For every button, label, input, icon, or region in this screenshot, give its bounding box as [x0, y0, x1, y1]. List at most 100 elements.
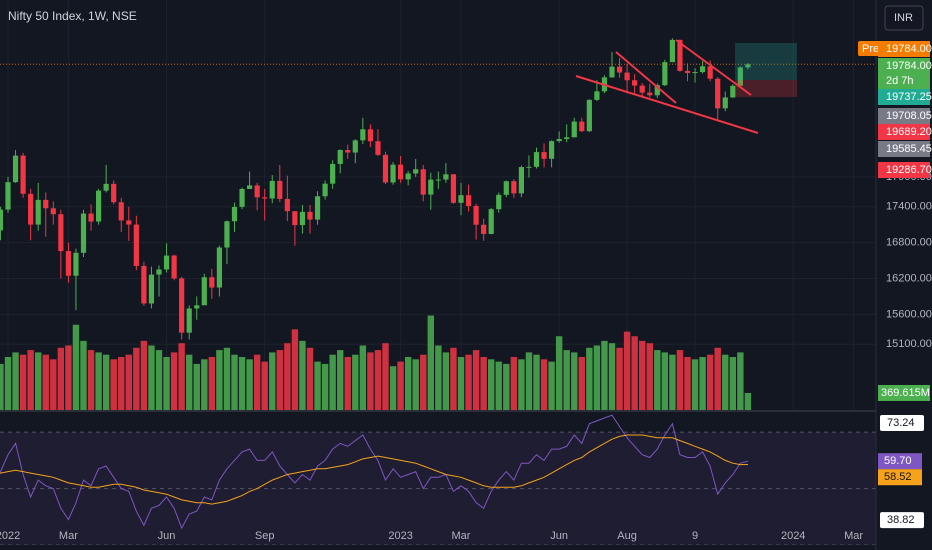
volume-bar: [276, 350, 283, 410]
candle-body: [707, 66, 713, 79]
price-tag-box: [878, 141, 930, 157]
volume-bar: [601, 340, 608, 410]
volume-bar: [714, 347, 721, 410]
axes: 15100.00 15600.00 16200.00 16800.00 17400.00…: [0, 41, 932, 542]
volume-bar: [186, 354, 193, 410]
x-tick-label: 2022: [0, 530, 20, 542]
volume-bar: [374, 350, 382, 410]
volume-bar: [223, 347, 231, 410]
candle-body: [148, 274, 155, 304]
candle-body: [96, 190, 102, 222]
volume-bar: [178, 343, 185, 410]
volume-bar: [389, 366, 397, 410]
candle-body: [473, 206, 479, 225]
candle-body: [541, 152, 547, 159]
volume-bar: [654, 350, 661, 410]
pre-tag: Pre: [862, 43, 879, 55]
candle-body: [284, 198, 290, 212]
price-tag: 19286.70: [886, 164, 932, 176]
candle-body: [80, 213, 87, 253]
volume-bar: [623, 331, 631, 410]
candle-body: [163, 255, 170, 270]
price-tag-box: [878, 73, 930, 89]
candle-body: [141, 265, 147, 304]
candle-body: [254, 185, 260, 198]
volume-bar: [87, 350, 95, 410]
candle-body: [269, 180, 275, 199]
candle-body: [186, 308, 192, 333]
candle-body: [12, 155, 19, 183]
volume-bar: [118, 357, 125, 410]
candle-body: [616, 66, 623, 73]
price-tag: 19708.05: [886, 110, 932, 122]
volume-tag-box: [878, 384, 930, 401]
candle-body: [247, 185, 253, 189]
candle-body: [360, 129, 366, 141]
volume-bar: [80, 340, 87, 410]
candle-body: [586, 99, 592, 132]
candle-body: [405, 173, 411, 180]
volume-bar: [246, 359, 253, 410]
volume-bar: [510, 357, 518, 410]
volume-bar: [337, 350, 344, 410]
price-tag-box: [878, 89, 930, 105]
volume-bar: [216, 350, 223, 410]
volume-bar: [291, 329, 299, 410]
volume-bar: [201, 359, 208, 410]
volume-bar: [0, 363, 4, 410]
candle-body: [322, 183, 328, 197]
volume-bar: [4, 357, 12, 410]
candle-body: [684, 70, 691, 74]
candle-body: [745, 64, 751, 68]
rsi-line: [0, 414, 749, 530]
candle-body: [179, 278, 185, 333]
currency[interactable]: INR: [894, 12, 913, 24]
candle-body: [647, 92, 653, 96]
currency-box[interactable]: [884, 5, 924, 31]
candle-body: [564, 137, 570, 140]
candle-body: [549, 141, 555, 159]
position-loss: [735, 80, 797, 97]
candle-body: [111, 183, 117, 203]
volume-bar: [555, 336, 563, 410]
volume-bar: [495, 361, 502, 410]
volume-bar: [639, 340, 646, 410]
volume-bar: [631, 336, 638, 410]
candle-body: [28, 193, 34, 225]
candle-body: [443, 174, 449, 180]
candle-body: [156, 269, 162, 275]
candle-body: [609, 66, 615, 78]
candle-body: [299, 211, 306, 226]
volume-bar: [676, 350, 684, 410]
volume-bar: [57, 347, 65, 410]
volume-bar: [729, 357, 736, 410]
rsi-ma-line: [0, 434, 748, 505]
candle-body: [571, 121, 577, 138]
volume-bar: [344, 357, 351, 410]
candle-body: [503, 181, 509, 195]
price-tag-box: [878, 108, 930, 124]
volume-bar: [238, 357, 246, 410]
volume-bar: [133, 347, 140, 410]
volume-bar: [669, 354, 676, 410]
volume-bar: [72, 324, 80, 410]
candle-body: [367, 129, 373, 142]
volume-bar: [691, 359, 699, 410]
candle-body: [345, 150, 351, 153]
candle-body: [398, 164, 404, 180]
candle-body: [428, 179, 434, 195]
candle-body: [579, 121, 585, 132]
volume-bar: [442, 352, 450, 410]
y-tick-label: 17400.00: [886, 201, 932, 213]
volume-bar: [722, 354, 729, 410]
candle-body: [700, 66, 706, 73]
rsi-tick-label: 38.82: [887, 514, 915, 526]
volume-bar: [253, 354, 261, 410]
candle-body: [594, 91, 600, 100]
volume-bar: [382, 343, 389, 410]
volume-bar: [525, 352, 533, 410]
price-tag-box: [878, 58, 930, 74]
x-tick-label: Jun: [158, 530, 176, 542]
candle-body: [654, 85, 660, 96]
chart-title: Nifty 50 Index, 1W, NSE: [8, 9, 137, 23]
